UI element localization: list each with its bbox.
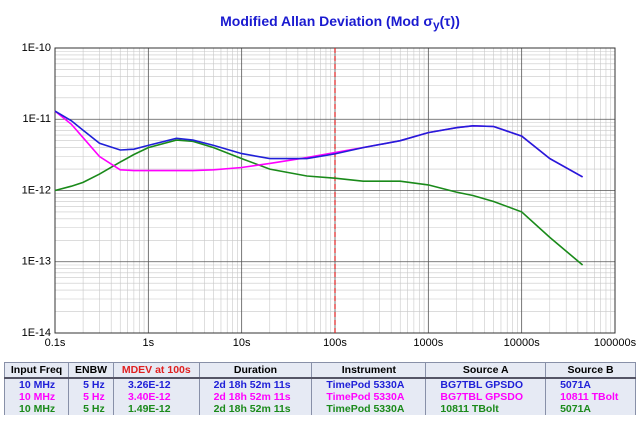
series-line xyxy=(54,110,583,178)
x-tick-label: 10000s xyxy=(504,337,541,349)
title-sub: y xyxy=(433,18,440,32)
table-cell: 2d 18h 52m 11s xyxy=(198,378,313,391)
chart-title: Modified Allan Deviation (Mod σy(τ)) xyxy=(220,13,460,32)
table-cell: 10 MHz xyxy=(3,403,70,415)
y-tick-label: 1E-11 xyxy=(22,113,51,125)
y-tick-label: 1E-13 xyxy=(22,256,51,268)
table-header: Duration xyxy=(198,362,313,379)
info-table: Input Freq ENBW MDEV at 100s Duration Instru… xyxy=(3,362,636,415)
table-cell: TimePod 5330A xyxy=(311,391,427,403)
table-cell: TimePod 5330A xyxy=(311,378,427,391)
table-header: MDEV at 100s xyxy=(112,362,200,379)
x-tick-label: 100s xyxy=(323,337,347,349)
table-cell: 10 MHz xyxy=(3,378,70,391)
table-cell: TimePod 5330A xyxy=(311,403,427,415)
table-cell: 2d 18h 52m 11s xyxy=(198,403,313,415)
table-cell: 10811 TBolt xyxy=(425,403,547,415)
x-tick-label: 1s xyxy=(143,337,155,349)
table-cell: 5 Hz xyxy=(68,391,114,403)
table-cell: 5071A xyxy=(545,403,636,415)
title-part: Modified Allan Deviation (Mod σ xyxy=(220,13,433,29)
table-header: Instrument xyxy=(311,362,427,379)
table-header: Source A xyxy=(425,362,547,379)
y-tick-label: 1E-12 xyxy=(22,184,51,196)
x-tick-label: 1000s xyxy=(413,337,443,349)
y-tick-label: 1E-10 xyxy=(22,42,51,54)
x-tick-label: 100000s xyxy=(594,337,637,349)
table-cell: 5 Hz xyxy=(68,403,114,415)
table-cell: BG7TBL GPSDO xyxy=(425,391,547,403)
table-cell: 2d 18h 52m 11s xyxy=(198,391,313,403)
table-cell: 3.26E-12 xyxy=(112,378,200,391)
x-tick-label: 10s xyxy=(233,337,251,349)
table-header: Input Freq xyxy=(3,362,70,379)
table-cell: BG7TBL GPSDO xyxy=(425,378,547,391)
chart: Modified Allan Deviation (Mod σy(τ)) 0.1… xyxy=(22,13,637,349)
y-tick-label: 1E-14 xyxy=(22,327,51,339)
table-row: 10 MHz 5 Hz 3.26E-12 2d 18h 52m 11s TimePod … xyxy=(3,378,636,391)
table-cell: 5 Hz xyxy=(68,378,114,391)
table-cell: 3.40E-12 xyxy=(112,391,200,403)
table-cell: 10 MHz xyxy=(3,391,70,403)
table-header: Source B xyxy=(545,362,636,379)
table-cell: 1.49E-12 xyxy=(112,403,200,415)
x-tick-label: 0.1s xyxy=(45,337,66,349)
table-header: ENBW xyxy=(68,362,114,379)
table-cell: 10811 TBolt xyxy=(545,391,636,403)
table-row: 10 MHz 5 Hz 1.49E-12 2d 18h 52m 11s TimePod … xyxy=(3,403,636,415)
table-row: 10 MHz 5 Hz 3.40E-12 2d 18h 52m 11s TimePod … xyxy=(3,391,636,403)
title-part: (τ)) xyxy=(440,13,460,29)
table-cell: 5071A xyxy=(545,378,636,391)
